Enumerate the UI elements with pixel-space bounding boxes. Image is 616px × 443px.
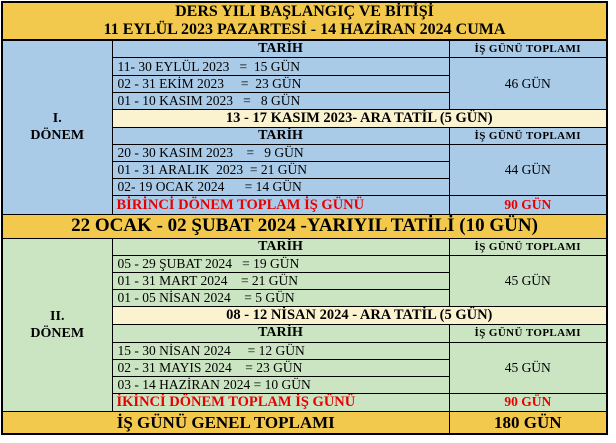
term1-total-value: 90 GÜN xyxy=(448,195,608,215)
date-row: 02- 19 OCAK 2024 = 14 GÜN xyxy=(111,178,450,197)
date-row: 05 - 29 ŞUBAT 2024 = 19 GÜN xyxy=(111,254,450,274)
date-row: 02 - 31 MAYIS 2024 = 23 GÜN xyxy=(111,358,450,377)
column-header-date: TARİH xyxy=(111,39,450,59)
date-row: 02 - 31 EKİM 2023 = 23 GÜN xyxy=(111,74,450,93)
column-header-total: İŞ GÜNÜ TOPLAMI xyxy=(448,324,608,343)
term2-mid-break: 08 - 12 NİSAN 2024 - ARA TATİL (5 GÜN) xyxy=(111,306,608,326)
term2-total-value: 90 GÜN xyxy=(448,392,608,413)
date-row: 01 - 31 MART 2024 = 21 GÜN xyxy=(111,272,450,291)
block-total: 45 GÜN xyxy=(448,254,608,308)
term2-label: II. DÖNEM xyxy=(1,237,113,413)
column-header-date: TARİH xyxy=(111,324,450,343)
date-row: 01 - 10 KASIM 2023 = 8 GÜN xyxy=(111,91,450,110)
block-total: 44 GÜN xyxy=(448,144,608,197)
date-row: 01 - 31 ARALIK 2023 = 21 GÜN xyxy=(111,161,450,180)
title-line1: DERS YILI BAŞLANGIÇ VE BİTİŞİ xyxy=(175,3,434,21)
column-header-total: İŞ GÜNÜ TOPLAMI xyxy=(448,126,608,146)
grand-total-label: İŞ GÜNÜ GENEL TOPLAMI xyxy=(1,411,450,435)
column-header-total: İŞ GÜNÜ TOPLAMI xyxy=(448,39,608,59)
column-header-date: TARİH xyxy=(111,237,450,256)
school-calendar-table: DERS YILI BAŞLANGIÇ VE BİTİŞİ 11 EYLÜL 2… xyxy=(1,1,609,435)
date-row: 15 - 30 NİSAN 2024 = 12 GÜN xyxy=(111,341,450,360)
block-total: 46 GÜN xyxy=(448,57,608,110)
column-header-total: İŞ GÜNÜ TOPLAMI xyxy=(448,237,608,256)
title-line2: 11 EYLÜL 2023 PAZARTESİ - 14 HAZİRAN 202… xyxy=(103,21,506,39)
date-row: 20 - 30 KASIM 2023 = 9 GÜN xyxy=(111,144,450,163)
term2-total-label: İKİNCİ DÖNEM TOPLAM İŞ GÜNÜ xyxy=(111,392,450,413)
term1-total-label: BİRİNCİ DÖNEM TOPLAM İŞ GÜNÜ xyxy=(111,195,450,215)
term1-mid-break: 13 - 17 KASIM 2023- ARA TATİL (5 GÜN) xyxy=(111,108,608,128)
grand-total-value: 180 GÜN xyxy=(448,411,608,435)
page-title: DERS YILI BAŞLANGIÇ VE BİTİŞİ 11 EYLÜL 2… xyxy=(1,1,608,42)
date-row: 01 - 05 NİSAN 2024 = 5 GÜN xyxy=(111,289,450,308)
date-row: 03 - 14 HAZİRAN 2024 = 10 GÜN xyxy=(111,375,450,394)
date-row: 11- 30 EYLÜL 2023 = 15 GÜN xyxy=(111,57,450,76)
midyear-break-banner: 22 OCAK - 02 ŞUBAT 2024 -YARIYIL TATİLİ … xyxy=(1,213,608,239)
term1-label: I. DÖNEM xyxy=(1,39,113,215)
column-header-date: TARİH xyxy=(111,126,450,146)
block-total: 45 GÜN xyxy=(448,341,608,394)
